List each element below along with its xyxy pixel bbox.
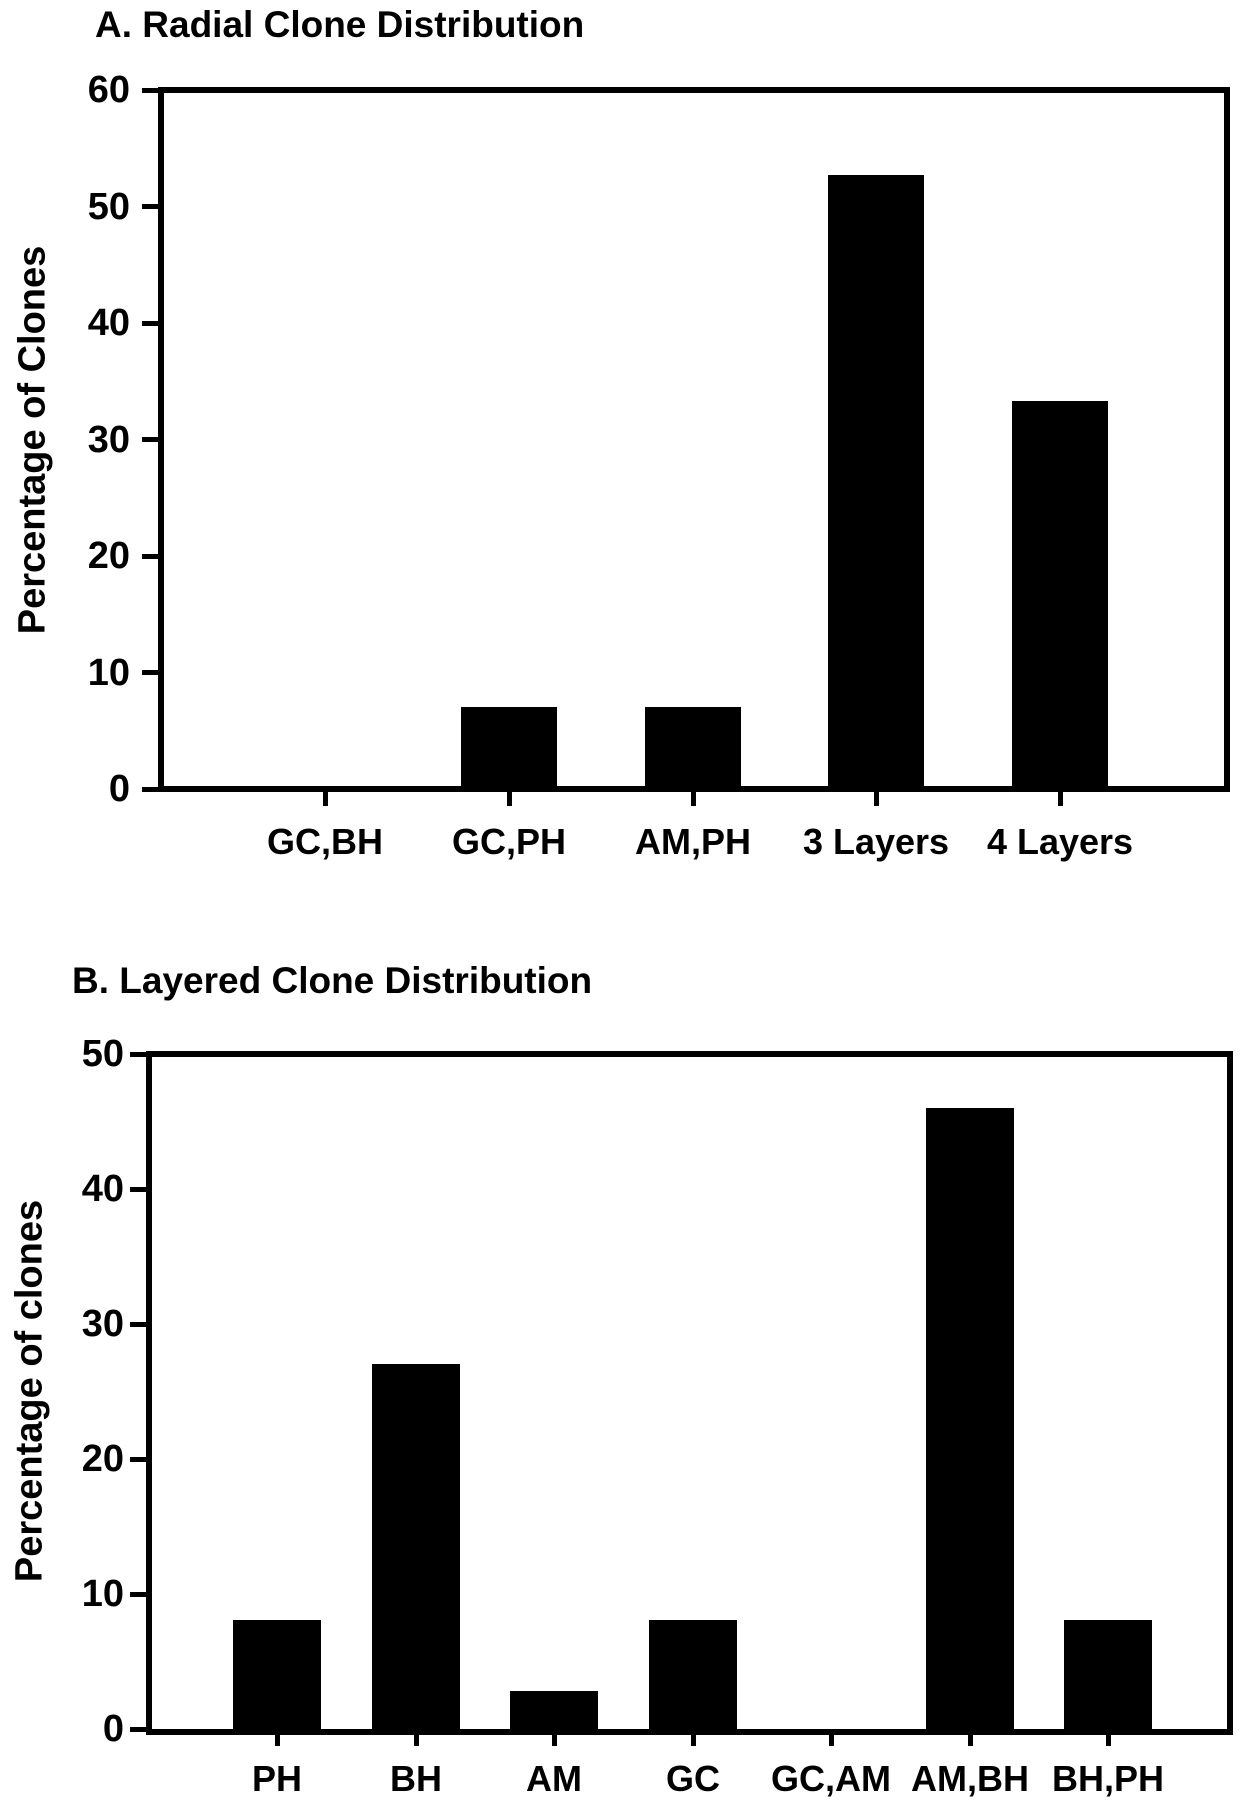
panel-b-x-label-am: AM <box>526 1758 582 1799</box>
panel-b-title: B. Layered Clone Distribution <box>72 960 593 1001</box>
panel-b-bar-bh-ph <box>1064 1620 1152 1729</box>
panel-b-y-tick-label-50: 50 <box>81 1033 124 1075</box>
panel-b-y-tick-0 <box>130 1726 146 1732</box>
panel-b-bar-ph <box>233 1620 321 1729</box>
panel-b-bar-am-bh <box>926 1108 1014 1729</box>
panel-b-x-label-gc: GC <box>666 1758 720 1799</box>
panel-b-y-tick-40 <box>130 1186 146 1192</box>
panel-b-y-tick-label-10: 10 <box>81 1573 124 1615</box>
panel-a-x-tick-4-layers <box>1057 792 1063 806</box>
panel-a-y-tick-50 <box>142 204 158 209</box>
panel-b-x-tick-am <box>551 1732 557 1746</box>
panel-a-y-tick-0 <box>142 786 158 792</box>
panel-a-bar-am-ph <box>645 707 741 789</box>
panel-b-y-tick-label-30: 30 <box>81 1303 124 1345</box>
panel-a-x-label-gc-bh: GC,BH <box>267 821 383 862</box>
panel-b-y-tick-10 <box>130 1591 146 1597</box>
panel-a-x-tick-3-layers <box>873 792 879 806</box>
panel-a-y-tick-label-20: 20 <box>87 535 130 577</box>
panel-a-y-tick-label-10: 10 <box>87 651 130 694</box>
panel-a-x-label-3-layers: 3 Layers <box>802 821 950 862</box>
panel-a-bar-3-layers <box>828 175 924 789</box>
panel-a-y-tick-10 <box>142 670 158 675</box>
panel-a-x-tick-am-ph <box>690 792 696 806</box>
panel-a-x-label-gc-ph: GC,PH <box>451 821 566 862</box>
panel-a-y-tick-30 <box>142 437 158 442</box>
panel-b-x-tick-bh-ph <box>1105 1732 1111 1746</box>
panel-b-x-tick-am-bh <box>967 1732 973 1746</box>
panel-a-title: A. Radial Clone Distribution <box>95 4 585 45</box>
panel-a-y-tick-40 <box>142 320 158 326</box>
panel-a-y-tick-20 <box>142 553 158 559</box>
panel-a-y-tick-label-50: 50 <box>87 185 130 228</box>
panel-b-x-tick-ph <box>274 1732 280 1746</box>
panel-b-x-label-ph: PH <box>251 1758 302 1799</box>
panel-b-y-tick-label-40: 40 <box>81 1168 124 1210</box>
panel-b-x-tick-bh <box>413 1732 419 1746</box>
panel-a-x-label-am-ph: AM,PH <box>635 821 751 862</box>
panel-a-y-tick-label-60: 60 <box>87 69 130 111</box>
panel-b-x-label-gc-am: GC,AM <box>771 1758 891 1799</box>
panel-b-x-label-am-bh: AM,BH <box>911 1758 1029 1799</box>
panel-b-bar-am <box>510 1691 598 1729</box>
panel-a-y-tick-label-40: 40 <box>87 302 130 344</box>
panel-a-y-tick-label-0: 0 <box>108 768 130 810</box>
panel-b-x-label-bh-ph: BH,PH <box>1051 1758 1164 1799</box>
panel-a-bar-gc-ph <box>461 707 557 789</box>
panel-a-bar-4-layers <box>1012 401 1108 789</box>
panel-b-y-tick-50 <box>130 1051 146 1057</box>
panel-b-y-tick-20 <box>130 1456 146 1462</box>
panel-b-plot-area <box>146 1051 1233 1735</box>
panel-b-x-tick-gc-am <box>828 1732 834 1746</box>
panel-a-plot-area <box>158 87 1230 792</box>
panel-a-y-tick-60 <box>142 87 158 93</box>
panel-a-x-tick-gc-bh <box>322 792 328 806</box>
panel-a-x-tick-gc-ph <box>506 792 512 806</box>
panel-b-bar-gc <box>649 1620 737 1729</box>
panel-b-x-label-bh: BH <box>390 1758 442 1799</box>
panel-b-x-tick-gc <box>690 1732 696 1746</box>
panel-b-y-tick-30 <box>130 1321 146 1327</box>
panel-a-y-tick-label-30: 30 <box>87 418 130 461</box>
panel-b-bar-bh <box>372 1364 460 1729</box>
panel-b-y-tick-label-20: 20 <box>81 1438 124 1480</box>
panel-a-x-label-4-layers: 4 Layers <box>986 821 1134 862</box>
panel-b-y-tick-label-0: 0 <box>102 1708 124 1750</box>
panel-b-y-axis-label: Percentage of clones <box>8 1199 51 1583</box>
